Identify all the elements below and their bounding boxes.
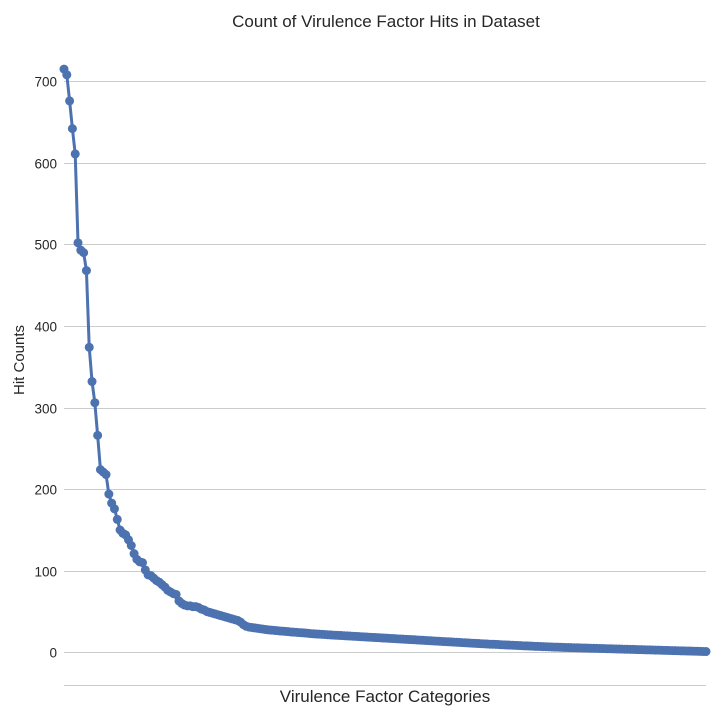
series-line xyxy=(62,67,708,654)
data-point xyxy=(70,149,80,159)
data-point xyxy=(73,238,83,248)
y-tick-label: 100 xyxy=(34,565,57,580)
data-point xyxy=(67,124,77,134)
y-tick-label: 400 xyxy=(34,320,57,335)
data-point xyxy=(126,541,136,550)
data-point xyxy=(101,470,111,480)
data-point xyxy=(109,504,119,514)
y-tick-labels: 0 100 200 300 400 500 600 700 xyxy=(34,75,57,661)
data-point xyxy=(138,558,147,568)
data-point xyxy=(90,398,100,408)
data-point xyxy=(62,70,72,80)
y-axis-label: Hit Counts xyxy=(11,325,28,395)
data-point xyxy=(112,514,122,524)
series-group xyxy=(59,64,711,657)
y-tick-label: 200 xyxy=(34,483,57,498)
data-point xyxy=(81,266,91,276)
y-tick-label: 600 xyxy=(34,157,57,172)
y-tick-label: 700 xyxy=(34,75,57,90)
data-point xyxy=(104,489,114,499)
data-point xyxy=(65,96,75,106)
data-point xyxy=(84,342,94,352)
x-axis-label: Virulence Factor Categories xyxy=(280,687,490,706)
data-point xyxy=(701,647,711,657)
chart-title: Count of Virulence Factor Hits in Datase… xyxy=(232,12,540,31)
y-tick-label: 0 xyxy=(49,646,57,661)
data-point xyxy=(79,248,89,258)
gridlines xyxy=(64,81,706,653)
y-tick-label: 500 xyxy=(34,238,57,253)
y-tick-label: 300 xyxy=(34,402,57,417)
data-point xyxy=(87,377,97,387)
data-point xyxy=(93,430,103,440)
